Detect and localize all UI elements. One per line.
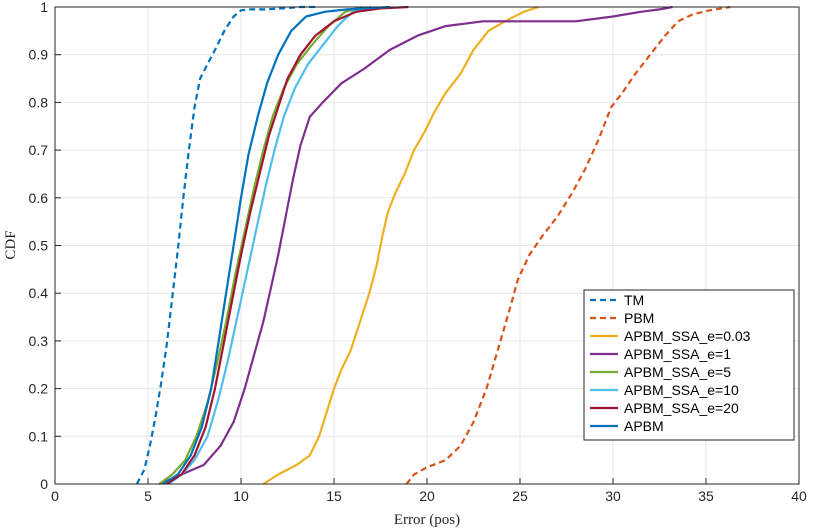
y-tick-label: 0.1 <box>29 428 49 444</box>
y-tick-label: 0 <box>40 476 48 492</box>
series-line-pbm <box>405 5 731 485</box>
legend-label: APBM_SSA_e=0.03 <box>624 328 751 344</box>
legend-label: APBM_SSA_e=20 <box>624 400 739 416</box>
series-line-apbm <box>162 5 390 485</box>
x-tick-label: 35 <box>698 488 714 504</box>
series-layer <box>135 5 731 486</box>
y-tick-label: 0.4 <box>29 285 49 301</box>
series-line-apbm-ssa-e-10 <box>167 5 372 485</box>
y-tick-label: 0.3 <box>29 333 49 349</box>
legend-box <box>583 289 795 441</box>
y-axis-label: CDF <box>3 230 19 259</box>
legend: TM PBM APBM_SSA_e=0.03 APBM_SSA_e=1 APBM_SSA… <box>583 289 795 441</box>
y-tick-label: 0.8 <box>29 94 49 110</box>
y-tick-label: 0.7 <box>29 142 49 158</box>
series-line-apbm-ssa-e-20 <box>166 5 409 485</box>
legend-label: TM <box>624 292 644 308</box>
x-ticks: 0 5 10 15 20 25 30 35 40 <box>51 478 807 504</box>
x-tick-label: 15 <box>326 488 342 504</box>
y-tick-label: 0.5 <box>29 238 49 254</box>
legend-label: APBM_SSA_e=5 <box>624 364 731 380</box>
x-tick-label: 25 <box>512 488 528 504</box>
y-ticks: 0 0.1 0.2 0.3 0.4 0.5 0.6 0.7 0.8 0.9 1 <box>29 0 61 492</box>
x-tick-label: 20 <box>419 488 435 504</box>
legend-label: APBM_SSA_e=1 <box>624 346 731 362</box>
legend-label: PBM <box>624 310 654 326</box>
x-tick-label: 30 <box>605 488 621 504</box>
x-tick-label: 0 <box>51 488 59 504</box>
x-axis-label: Error (pos) <box>394 512 460 528</box>
legend-label: APBM_SSA_e=10 <box>624 382 739 398</box>
x-tick-label: 5 <box>144 488 152 504</box>
y-tick-label: 0.2 <box>29 381 49 397</box>
x-tick-label: 10 <box>233 488 249 504</box>
series-line-apbm-ssa-e-0-03 <box>262 5 539 485</box>
x-tick-label: 40 <box>791 488 807 504</box>
legend-label: APBM <box>624 418 664 434</box>
y-tick-label: 1 <box>40 0 48 15</box>
series-line-apbm-ssa-e-5 <box>158 5 363 485</box>
y-tick-label: 0.9 <box>29 47 49 63</box>
series-line-apbm-ssa-e-1 <box>158 5 673 486</box>
y-tick-label: 0.6 <box>29 190 49 206</box>
